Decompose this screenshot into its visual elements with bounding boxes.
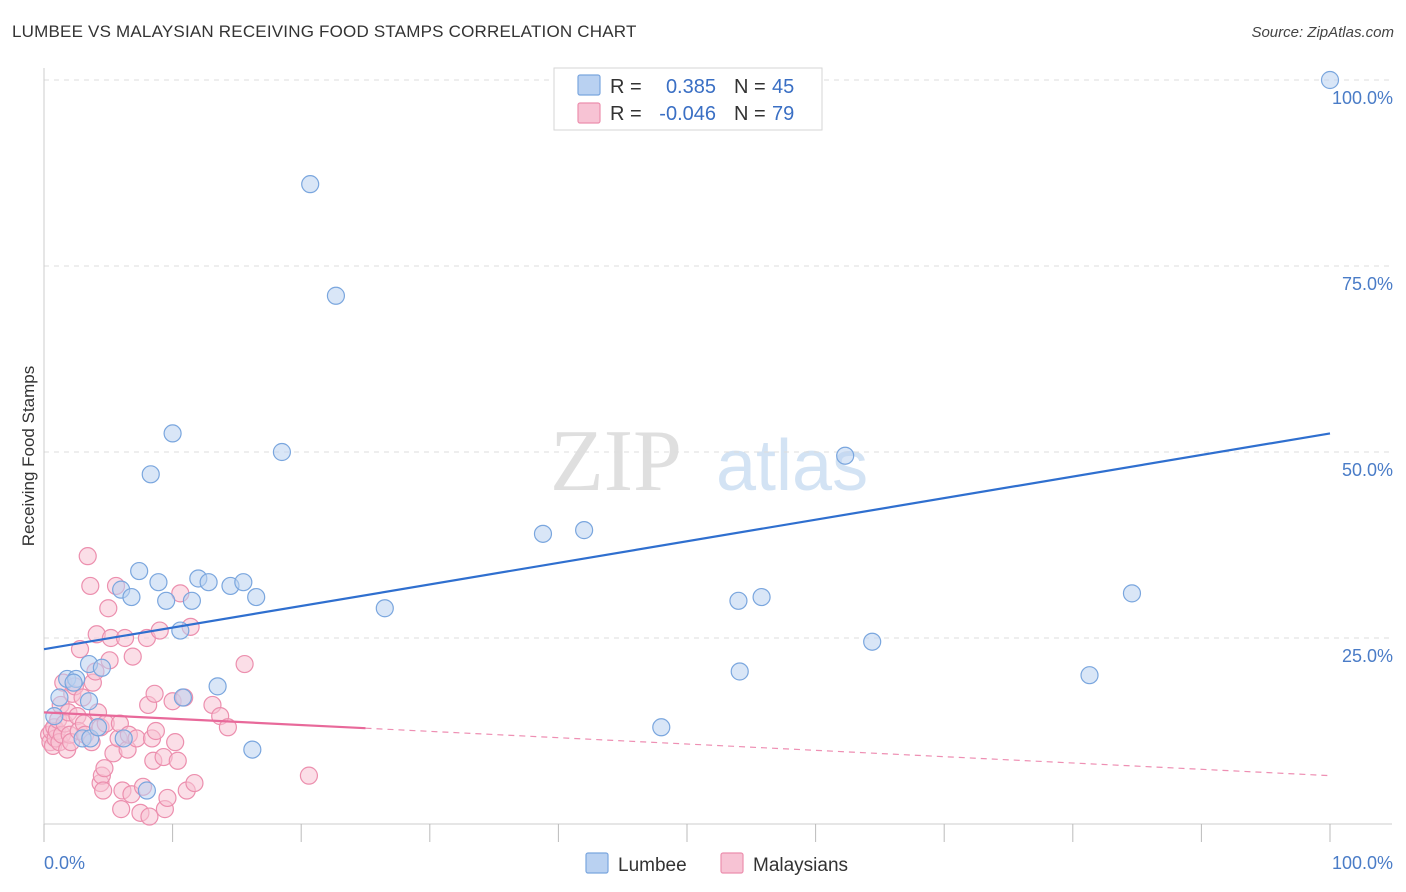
lumbee-point-22	[182, 591, 201, 610]
lumbee-point-18	[157, 591, 176, 610]
lumbee-point-43	[1122, 584, 1142, 603]
lumbee-trend-line	[43, 432, 1331, 651]
lumbee-point-17	[149, 573, 168, 592]
malaysians-point-65	[158, 788, 177, 808]
malaysians-point-73	[185, 773, 204, 793]
lumbee-point-13	[122, 587, 141, 607]
lumbee-point-19	[163, 424, 182, 443]
lumbee-point-21	[173, 688, 192, 707]
malaysians-point-36	[95, 759, 114, 778]
malaysians-points	[40, 547, 319, 826]
x-tick-label-min: 0.0%	[44, 853, 85, 873]
malaysians-point-60	[145, 684, 164, 703]
lumbee-point-0	[45, 707, 64, 726]
lumbee-point-15	[137, 781, 156, 800]
bottom-legend-label-lumbee: Lumbee	[618, 855, 687, 876]
lumbee-point-10	[88, 718, 108, 737]
y-tick-label-75: 75.0%	[1342, 274, 1393, 294]
malaysians-point-45	[112, 800, 131, 819]
lumbee-point-12	[114, 729, 133, 748]
source-credit: Source: ZipAtlas.com	[1251, 24, 1394, 41]
lumbee-point-27	[234, 573, 253, 592]
malaysians-point-67	[166, 733, 185, 752]
malaysians-point-77	[235, 654, 254, 674]
legend-r-value-lumbee: 0.385	[666, 76, 716, 98]
lumbee-point-6	[92, 658, 111, 677]
series-legend: Lumbee Malaysians	[585, 852, 848, 876]
lumbee-point-30	[272, 442, 292, 462]
legend-r-label-malaysians: R =	[610, 103, 642, 125]
malaysians-point-38	[99, 599, 118, 618]
lumbee-point-41	[863, 632, 882, 651]
legend-r-label-lumbee: R =	[610, 76, 642, 98]
malaysians-trend-line-dashed	[365, 727, 1331, 777]
lumbee-point-9	[79, 692, 99, 711]
lumbee-point-25	[208, 677, 227, 696]
malaysians-point-57	[140, 807, 159, 826]
lumbee-point-16	[141, 465, 160, 484]
malaysians-point-35	[94, 781, 113, 800]
lumbee-point-24	[199, 573, 218, 592]
lumbee-point-4	[64, 673, 83, 692]
malaysians-point-78	[299, 766, 319, 785]
y-axis-tick-labels: 100.0% 75.0% 50.0% 25.0%	[1332, 88, 1393, 666]
watermark: ZIP atlas	[550, 413, 868, 510]
legend-swatch-malaysians	[577, 102, 601, 124]
lumbee-point-44	[1320, 70, 1340, 90]
legend-n-label-lumbee: N =	[734, 76, 766, 98]
lumbee-point-36	[652, 718, 671, 737]
lumbee-point-35	[575, 521, 594, 540]
bottom-legend-swatch-lumbee	[585, 852, 609, 874]
malaysians-point-76	[218, 718, 237, 737]
legend-n-value-lumbee: 45	[772, 76, 794, 98]
legend-n-label-malaysians: N =	[734, 103, 766, 125]
lumbee-point-37	[729, 591, 748, 610]
lumbee-point-29	[247, 587, 266, 607]
lumbee-point-40	[836, 446, 855, 465]
malaysians-point-26	[81, 576, 100, 596]
lumbee-point-33	[375, 599, 394, 618]
legend-n-value-malaysians: 79	[772, 103, 794, 125]
lumbee-points	[45, 70, 1340, 800]
malaysians-point-25	[78, 547, 97, 566]
y-axis-label: Receiving Food Stamps	[19, 366, 38, 546]
lumbee-point-32	[326, 286, 346, 305]
y-tick-label-100: 100.0%	[1332, 88, 1393, 108]
lumbee-point-42	[1080, 666, 1099, 685]
legend-swatch-lumbee	[577, 74, 601, 96]
watermark-zip: ZIP	[550, 413, 682, 510]
lumbee-point-38	[730, 662, 749, 681]
malaysians-point-68	[168, 751, 187, 770]
correlation-legend: R = 0.385 N = 45 R = -0.046 N = 79	[553, 67, 823, 131]
bottom-legend-swatch-malaysians	[720, 852, 744, 874]
malaysians-point-51	[123, 647, 142, 666]
x-axis-ticks	[43, 824, 1331, 842]
legend-r-value-malaysians: -0.046	[659, 103, 716, 125]
lumbee-point-14	[130, 561, 149, 581]
chart-title: LUMBEE VS MALAYSIAN RECEIVING FOOD STAMP…	[12, 22, 637, 41]
malaysians-trend-line-solid	[43, 711, 366, 730]
lumbee-point-34	[533, 524, 553, 543]
y-tick-label-25: 25.0%	[1342, 646, 1393, 666]
bottom-legend-label-malaysians: Malaysians	[753, 855, 848, 876]
lumbee-point-1	[50, 688, 69, 707]
x-tick-label-max: 100.0%	[1332, 853, 1393, 873]
malaysians-point-61	[146, 721, 165, 741]
lumbee-point-39	[752, 587, 771, 607]
lumbee-point-28	[243, 740, 262, 759]
malaysians-point-47	[115, 628, 135, 648]
trend-lines	[43, 432, 1331, 777]
axes	[43, 68, 1392, 825]
grid-lines	[44, 79, 1392, 639]
watermark-atlas: atlas	[716, 426, 868, 506]
y-tick-label-50: 50.0%	[1342, 460, 1393, 480]
lumbee-point-31	[301, 175, 320, 194]
